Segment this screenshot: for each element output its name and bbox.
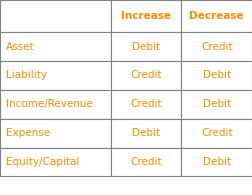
Text: Credit: Credit xyxy=(130,99,162,109)
Bar xyxy=(111,148,181,176)
Bar xyxy=(181,90,252,119)
Text: Credit: Credit xyxy=(130,70,162,81)
Text: Debit: Debit xyxy=(203,157,231,167)
Bar xyxy=(111,32,181,61)
Text: Decrease: Decrease xyxy=(190,11,244,21)
Bar xyxy=(181,0,252,32)
Bar xyxy=(0,0,111,32)
Text: Debit: Debit xyxy=(132,128,160,138)
Bar xyxy=(111,61,181,90)
Text: Expense: Expense xyxy=(6,128,50,138)
Bar xyxy=(111,90,181,119)
Text: Asset: Asset xyxy=(6,42,35,52)
Bar xyxy=(111,0,181,32)
Text: Income/Revenue: Income/Revenue xyxy=(6,99,93,109)
Bar xyxy=(111,119,181,148)
Text: Debit: Debit xyxy=(132,42,160,52)
Bar xyxy=(181,119,252,148)
Text: Liability: Liability xyxy=(6,70,47,81)
Bar xyxy=(0,61,111,90)
Bar xyxy=(181,32,252,61)
Bar xyxy=(0,148,111,176)
Bar xyxy=(181,61,252,90)
Text: Debit: Debit xyxy=(203,70,231,81)
Text: Equity/Capital: Equity/Capital xyxy=(6,157,80,167)
Bar xyxy=(0,119,111,148)
Text: Credit: Credit xyxy=(201,42,233,52)
Bar xyxy=(181,148,252,176)
Text: Increase: Increase xyxy=(121,11,171,21)
Text: Credit: Credit xyxy=(201,128,233,138)
Text: Credit: Credit xyxy=(130,157,162,167)
Text: Debit: Debit xyxy=(203,99,231,109)
Bar xyxy=(0,90,111,119)
Bar xyxy=(0,32,111,61)
